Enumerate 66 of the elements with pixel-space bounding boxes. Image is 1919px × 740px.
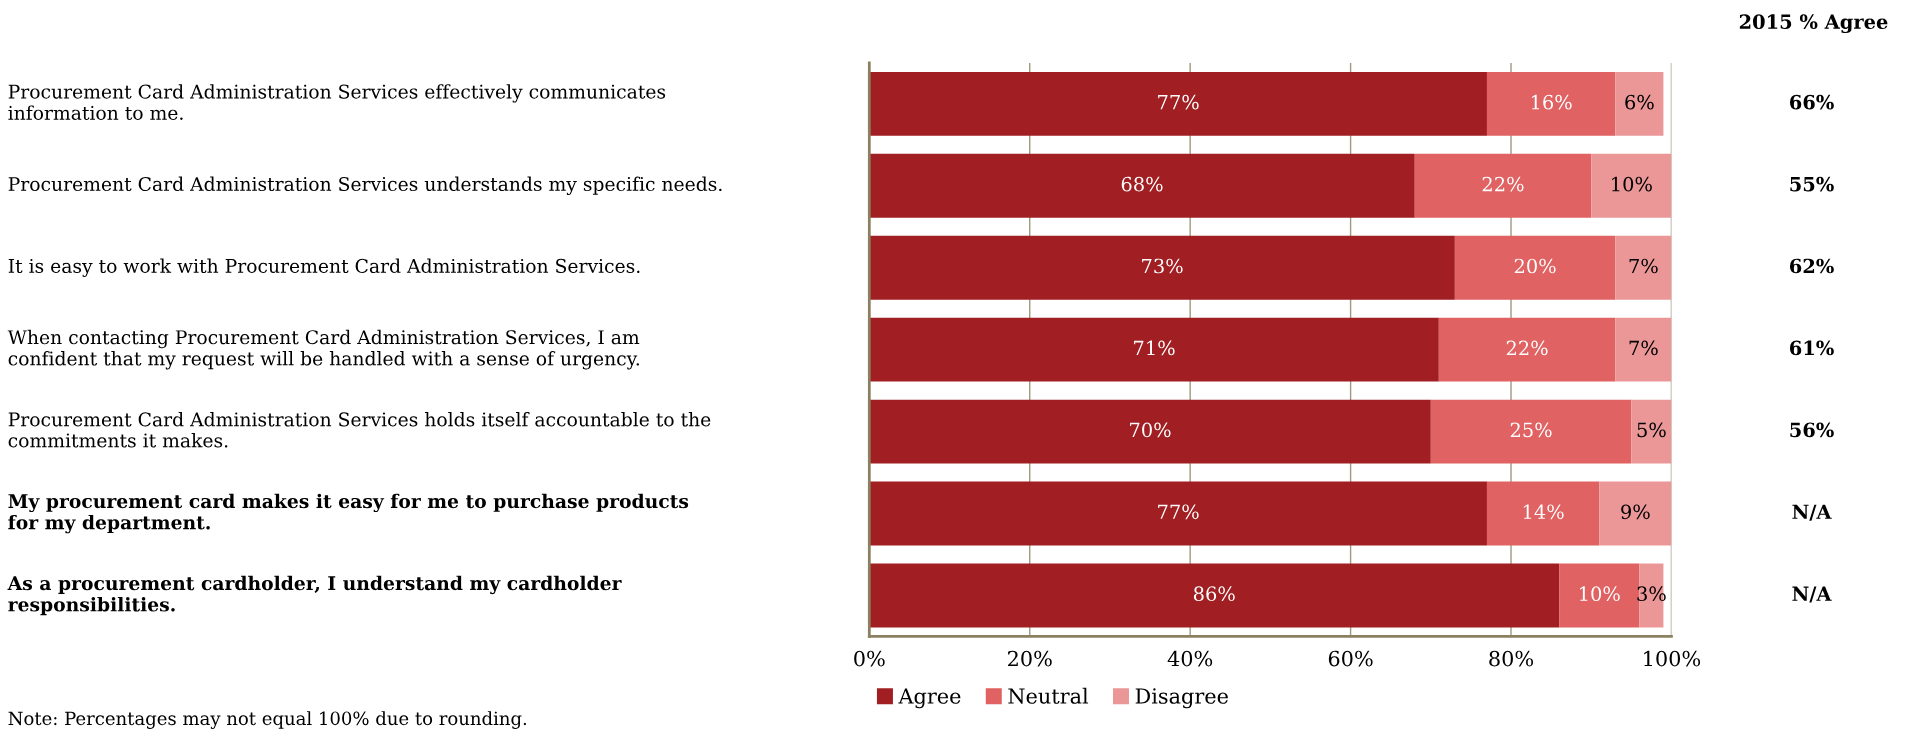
text: 25% [1510, 422, 1552, 438]
bar [869, 317, 1439, 382]
legend-label: Neutral [1008, 687, 1089, 704]
text: 16% [1531, 94, 1572, 110]
text: 77% [1158, 504, 1199, 520]
text: 2015 % Agree [1739, 14, 1888, 34]
text: 71% [1134, 340, 1175, 356]
bar [1615, 71, 1664, 136]
text: 70% [1130, 422, 1171, 438]
bar [869, 235, 1455, 300]
y-tick-label: When contacting Procurement Card Administration Services, I am confident that my request will be handled with a sense of urgency. [7, 329, 640, 370]
text: 14% [1523, 504, 1564, 520]
bar [1599, 481, 1672, 546]
text: 61% [1789, 340, 1834, 356]
x-tick-label: 100% [1644, 650, 1701, 667]
text: 73% [1142, 258, 1183, 274]
bar [1430, 399, 1632, 464]
text: 86% [1193, 586, 1235, 602]
text: 55% [1790, 176, 1834, 192]
text: 77% [1158, 94, 1199, 110]
x-tick-label: 60% [1328, 650, 1373, 667]
y-tick-label: My procurement card makes it easy for me to purchase products for my department. [8, 493, 689, 534]
text: 6% [1625, 94, 1654, 110]
bar [1591, 153, 1672, 218]
text: 22% [1482, 176, 1524, 192]
bar [1631, 399, 1672, 464]
x-tick-label: 20% [1008, 650, 1052, 667]
text: N/A [1792, 504, 1832, 521]
bar [1438, 317, 1616, 382]
x-tick-label: 40% [1167, 650, 1213, 667]
text: Note: Percentages may not equal 100% due to rounding. [8, 711, 527, 729]
bar [1615, 317, 1672, 382]
bar [1615, 235, 1672, 300]
bar [869, 153, 1415, 218]
y-tick-label: Procurement Card Administration Services holds itself accountable to the commitments it makes. [8, 412, 711, 448]
y-tick-label: Procurement Card Administration Services understands my specific needs. [8, 176, 722, 195]
text: 3% [1637, 586, 1666, 602]
text: N/A [1792, 586, 1832, 603]
text: 68% [1121, 176, 1163, 192]
legend-label: Disagree [1135, 688, 1228, 709]
bar [1486, 481, 1600, 546]
text: 20% [1514, 258, 1556, 274]
text: 10% [1580, 586, 1620, 602]
text: 5% [1637, 422, 1666, 438]
text: 9% [1621, 504, 1650, 520]
text: 7% [1629, 258, 1658, 274]
x-tick-label: 80% [1489, 650, 1534, 667]
y-tick-label: It is easy to work with Procurement Card Administration Services. [8, 258, 640, 277]
text: 56% [1790, 422, 1834, 438]
text: 66% [1789, 94, 1834, 110]
bar [869, 399, 1431, 464]
bar [1454, 235, 1616, 300]
text: 10% [1612, 176, 1652, 192]
legend-label: Agree [898, 688, 961, 709]
text: 62% [1789, 258, 1834, 274]
bar [869, 481, 1487, 546]
x-tick-label: 0% [854, 650, 885, 667]
text: 7% [1629, 340, 1658, 356]
bar [1414, 153, 1592, 218]
y-tick-label: Procurement Card Administration Services effectively communicates information to me. [8, 84, 666, 120]
bar [1639, 563, 1664, 628]
bar [869, 563, 1560, 628]
text: 22% [1506, 340, 1548, 356]
bar [869, 71, 1487, 136]
bar [1486, 71, 1616, 136]
y-tick-label: As a procurement cardholder, I understand my cardholder responsibilities. [7, 575, 622, 616]
